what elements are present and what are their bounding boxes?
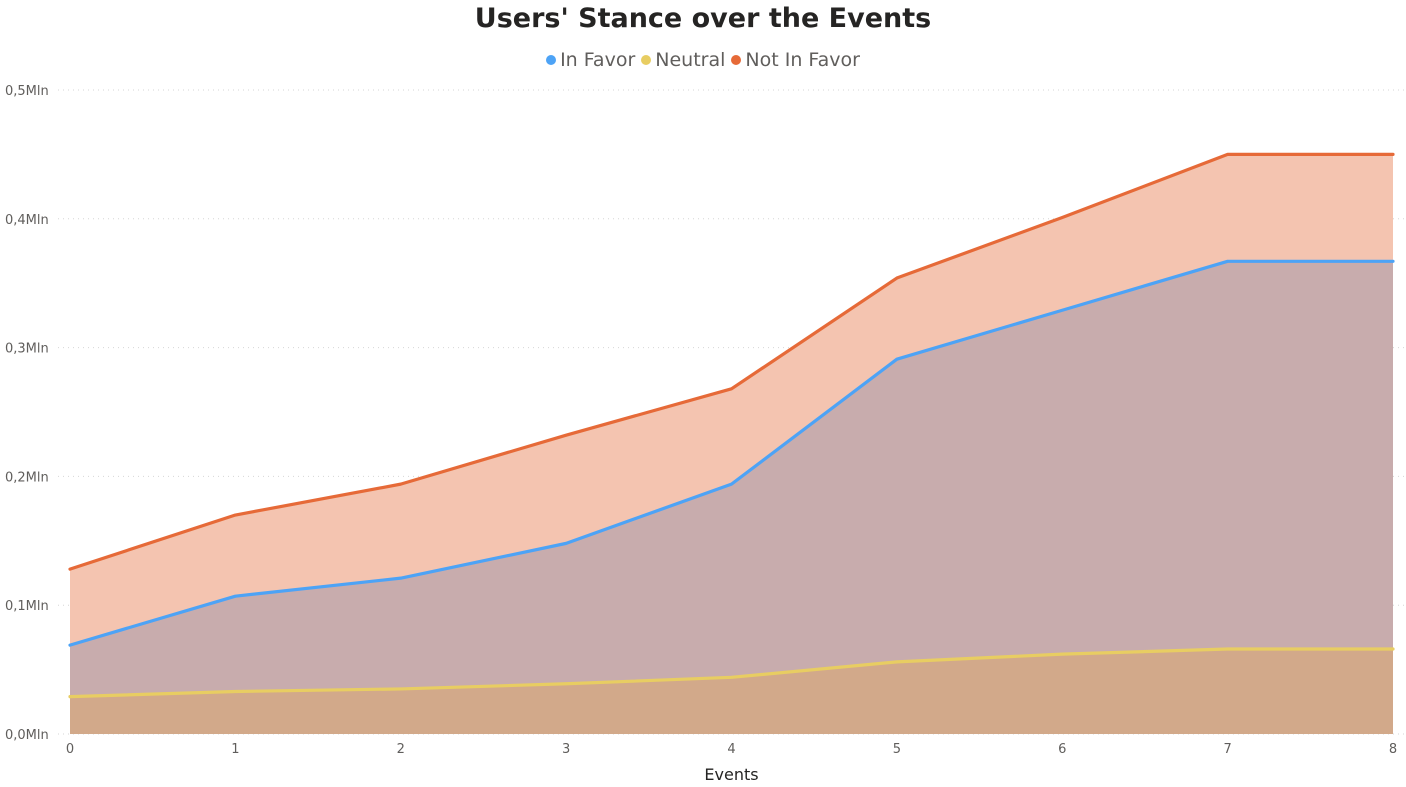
legend-marker xyxy=(641,55,652,65)
legend-item-neutral[interactable]: Neutral xyxy=(641,48,725,72)
legend: In Favor Neutral Not In Favor xyxy=(0,48,1406,72)
series-areas xyxy=(70,154,1393,734)
line-neutral xyxy=(68,647,1395,699)
x-tick-label: 0 xyxy=(66,742,74,757)
x-tick-label: 1 xyxy=(231,742,239,757)
legend-label: Not In Favor xyxy=(745,49,860,71)
y-tick-label: 0,3Mln xyxy=(5,342,49,357)
line-in-favor xyxy=(68,259,1395,647)
series-lines xyxy=(68,152,1395,699)
x-axis-ticks: 0 1 2 3 4 5 6 7 8 xyxy=(66,742,1397,757)
legend-label: In Favor xyxy=(560,49,636,71)
area-in-favor xyxy=(70,261,1393,734)
legend-marker xyxy=(546,55,557,65)
x-tick-label: 5 xyxy=(893,742,901,757)
x-tick-label: 7 xyxy=(1223,742,1231,757)
x-tick-label: 8 xyxy=(1389,742,1397,757)
y-tick-label: 0,4Mln xyxy=(5,213,49,228)
area-neutral xyxy=(70,648,1393,734)
y-tick-label: 0,2Mln xyxy=(5,470,49,485)
chart-title: Users' Stance over the Events xyxy=(474,3,932,34)
y-axis-ticks: 0,0Mln 0,1Mln 0,2Mln 0,3Mln 0,4Mln 0,5Mln xyxy=(5,84,49,743)
legend-item-in-favor[interactable]: In Favor xyxy=(546,48,635,72)
x-tick-label: 6 xyxy=(1058,742,1066,757)
y-tick-label: 0,0Mln xyxy=(5,728,49,743)
y-tick-label: 0,5Mln xyxy=(5,84,49,99)
x-tick-label: 2 xyxy=(397,742,405,757)
legend-label: Neutral xyxy=(655,49,726,71)
y-tick-label: 0,1Mln xyxy=(5,599,49,614)
legend-marker xyxy=(731,55,742,65)
x-tick-label: 4 xyxy=(727,742,735,757)
x-axis-title: Events xyxy=(704,765,758,784)
legend-item-not-in-favor[interactable]: Not In Favor xyxy=(731,48,860,72)
line-not-in-favor xyxy=(68,152,1395,571)
x-tick-label: 3 xyxy=(562,742,570,757)
